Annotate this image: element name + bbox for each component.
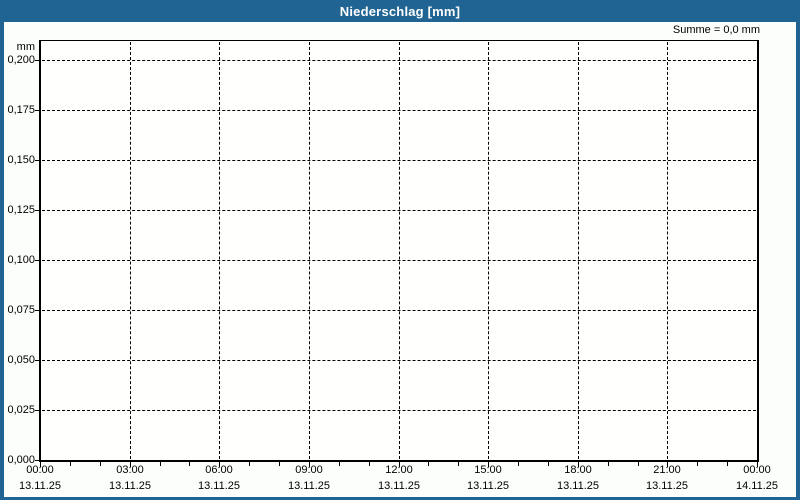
x-tick-date-label: 13.11.25 <box>377 480 420 492</box>
x-axis-major-tick <box>488 462 489 467</box>
y-axis-unit-label: mm <box>16 41 35 53</box>
x-tick-date-label: 13.11.25 <box>18 480 61 492</box>
y-axis-tick <box>35 360 39 361</box>
y-tick-label: 0,000 <box>7 454 35 466</box>
y-tick-label: 0,050 <box>7 354 35 366</box>
title-bar: Niederschlag [mm] <box>0 0 800 22</box>
x-tick-date-label: 13.11.25 <box>197 480 240 492</box>
y-tick-label: 0,025 <box>7 404 35 416</box>
y-tick-label: 0,150 <box>7 154 35 166</box>
x-axis-major-tick <box>40 462 41 467</box>
x-tick-time-label: 12:00 <box>385 464 413 476</box>
y-axis-tick <box>35 410 39 411</box>
x-axis-minor-tick <box>608 462 609 466</box>
v-gridline <box>667 42 668 459</box>
x-axis-minor-tick <box>70 462 71 466</box>
frame-left-border <box>0 22 4 500</box>
x-tick-time-label: 00:00 <box>743 464 771 476</box>
x-axis-minor-tick <box>100 462 101 466</box>
y-axis-tick <box>35 310 39 311</box>
frame-right-border <box>796 22 800 500</box>
x-axis-major-tick <box>309 462 310 467</box>
x-tick-date-label: 13.11.25 <box>466 480 509 492</box>
v-gridline <box>578 42 579 459</box>
sum-annotation: Summe = 0,0 mm <box>672 24 760 36</box>
x-tick-time-label: 00:00 <box>26 464 54 476</box>
x-tick-time-label: 18:00 <box>564 464 592 476</box>
x-axis-minor-tick <box>518 462 519 466</box>
x-axis-minor-tick <box>458 462 459 466</box>
v-gridline <box>309 42 310 459</box>
x-axis-minor-tick <box>249 462 250 466</box>
x-tick-time-label: 21:00 <box>653 464 681 476</box>
y-axis-tick <box>35 210 39 211</box>
x-axis-minor-tick <box>697 462 698 466</box>
x-axis-minor-tick <box>369 462 370 466</box>
v-gridline <box>219 42 220 459</box>
y-axis-tick <box>35 110 39 111</box>
y-axis-tick <box>35 60 39 61</box>
y-tick-label: 0,100 <box>7 254 35 266</box>
v-gridline <box>399 42 400 459</box>
x-axis-minor-tick <box>548 462 549 466</box>
y-axis-tick <box>35 460 39 461</box>
x-axis-major-tick <box>578 462 579 467</box>
y-axis-tick <box>35 260 39 261</box>
x-axis-minor-tick <box>339 462 340 466</box>
x-axis-minor-tick <box>428 462 429 466</box>
x-axis-minor-tick <box>160 462 161 466</box>
x-tick-time-label: 15:00 <box>474 464 502 476</box>
x-axis-minor-tick <box>189 462 190 466</box>
x-tick-time-label: 06:00 <box>205 464 233 476</box>
x-axis-major-tick <box>219 462 220 467</box>
x-tick-date-label: 13.11.25 <box>645 480 688 492</box>
x-axis-minor-tick <box>638 462 639 466</box>
chart-title: Niederschlag [mm] <box>339 3 461 19</box>
x-tick-date-label: 13.11.25 <box>556 480 599 492</box>
y-tick-label: 0,200 <box>7 54 35 66</box>
x-axis-minor-tick <box>279 462 280 466</box>
y-tick-label: 0,125 <box>7 204 35 216</box>
x-axis-minor-tick <box>727 462 728 466</box>
x-axis-major-tick <box>757 462 758 467</box>
x-tick-date-label: 14.11.25 <box>735 480 778 492</box>
v-gridline <box>130 42 131 459</box>
x-axis-major-tick <box>667 462 668 467</box>
x-tick-time-label: 03:00 <box>116 464 144 476</box>
y-axis-tick <box>35 160 39 161</box>
frame-bottom-border <box>0 497 800 500</box>
x-axis-major-tick <box>130 462 131 467</box>
x-tick-time-label: 09:00 <box>295 464 323 476</box>
y-tick-label: 0,075 <box>7 304 35 316</box>
y-tick-label: 0,175 <box>7 104 35 116</box>
x-tick-date-label: 13.11.25 <box>287 480 330 492</box>
x-axis-major-tick <box>399 462 400 467</box>
x-tick-date-label: 13.11.25 <box>108 480 151 492</box>
v-gridline <box>488 42 489 459</box>
